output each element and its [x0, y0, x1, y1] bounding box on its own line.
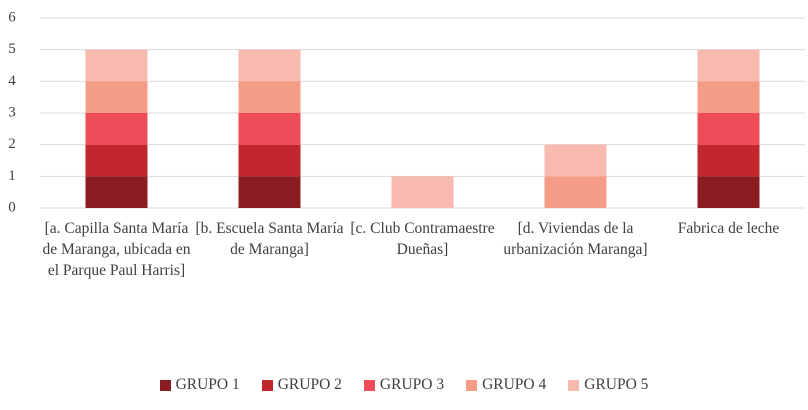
legend-item: GRUPO 5: [568, 376, 648, 394]
y-tick-label: 4: [8, 73, 16, 89]
legend-item: GRUPO 1: [159, 376, 240, 394]
x-tick-label: [b. Escuela Santa María de Maranga]: [195, 220, 344, 258]
legend-item: GRUPO 3: [363, 376, 445, 394]
bar-segment: [238, 81, 301, 113]
y-tick-label: 2: [8, 136, 16, 152]
legend-label: GRUPO 3: [379, 376, 445, 393]
y-tick-label: 3: [8, 104, 16, 120]
x-tick-label: [d. Viviendas de la urbanización Maranga…: [503, 220, 648, 258]
bar-segment: [85, 176, 148, 208]
legend-label: GRUPO 1: [175, 376, 240, 393]
bar-segment: [697, 176, 760, 208]
bar-segment: [238, 49, 301, 82]
bar-segment: [85, 144, 148, 177]
legend-swatch: [568, 379, 580, 391]
y-tick-label: 0: [8, 199, 16, 215]
legend-swatch: [466, 379, 478, 391]
legend: GRUPO 1 GRUPO 2 GRUPO 3 GRUPO 4 GRUPO 5: [0, 376, 808, 394]
legend-swatch: [363, 379, 375, 391]
bar-segment: [544, 144, 607, 177]
legend-label: GRUPO 2: [277, 376, 342, 393]
legend-swatch: [159, 379, 171, 391]
bar-segment: [238, 144, 301, 177]
y-tick-label: 1: [8, 168, 16, 184]
bar-segment: [85, 49, 148, 82]
bar-segment: [697, 81, 760, 113]
legend-label: GRUPO 5: [584, 376, 649, 393]
bar-segment: [697, 144, 760, 177]
bar-segment: [85, 113, 148, 145]
bar-segment: [697, 49, 760, 82]
x-tick-label: Fabrica de leche: [677, 220, 780, 237]
x-tick-label: [c. Club Contramaestre Dueñas]: [350, 220, 495, 258]
bar-segment: [85, 81, 148, 113]
bar-segment: [544, 176, 607, 208]
y-tick-label: 6: [8, 9, 16, 25]
bar-segment: [238, 176, 301, 208]
x-tick-label: [a. Capilla Santa María de Maranga, ubic…: [42, 220, 191, 279]
legend-item: GRUPO 2: [261, 376, 342, 394]
bar-segment: [238, 113, 301, 145]
legend-swatch: [261, 379, 273, 391]
y-tick-label: 5: [8, 41, 16, 57]
bar-segment: [697, 113, 760, 145]
legend-item: GRUPO 4: [466, 376, 546, 394]
bar-segment: [391, 176, 454, 208]
legend-label: GRUPO 4: [482, 376, 547, 393]
